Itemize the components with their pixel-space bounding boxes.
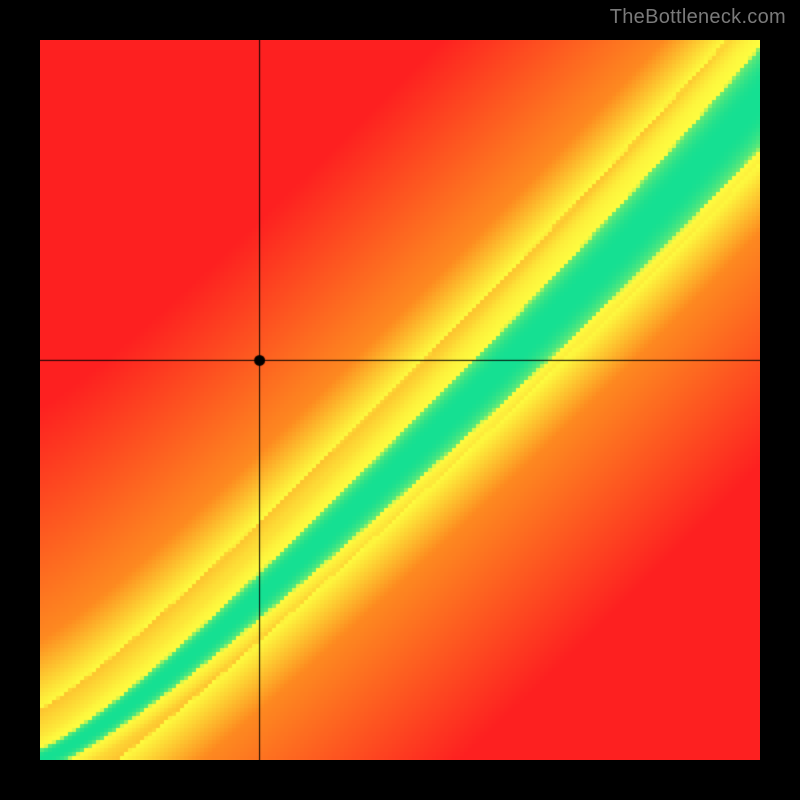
- heatmap-canvas: [40, 40, 760, 760]
- chart-container: TheBottleneck.com: [0, 0, 800, 800]
- watermark-label: TheBottleneck.com: [610, 6, 786, 29]
- plot-area: [40, 40, 760, 760]
